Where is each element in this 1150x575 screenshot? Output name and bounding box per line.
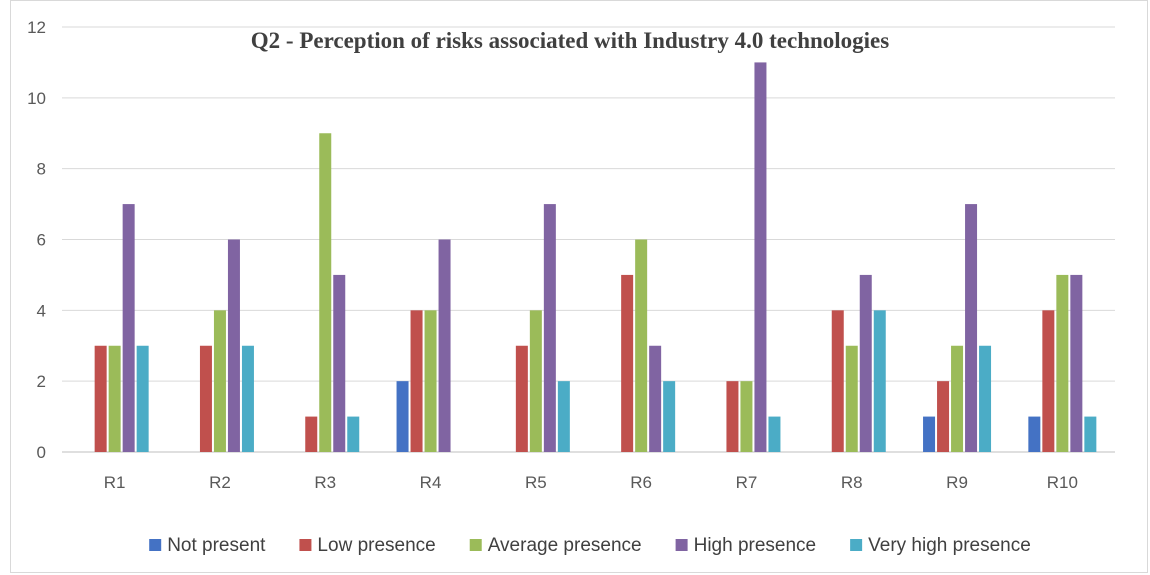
bar-R4-3 [438,239,451,452]
bar-R2-1 [199,345,212,452]
bar-R6-1 [621,274,634,452]
bar-R3-3 [333,274,346,452]
bar-R3-1 [305,416,318,452]
bar-R5-2 [529,310,542,452]
bar-R3-4 [347,416,360,452]
bar-R9-2 [951,345,964,452]
legend-item: Very high presence [850,535,1031,556]
legend-item: High presence [675,535,817,556]
bar-R6-3 [649,345,662,452]
legend: Not present Low presence Average presence H… [149,535,1031,556]
bar-R5-4 [557,381,570,452]
x-tick-label: R2 [209,473,231,492]
y-tick-label: 0 [37,443,46,462]
y-tick-label: 4 [37,301,46,320]
y-tick-label: 8 [37,160,46,179]
bar-R9-1 [937,381,950,452]
bar-R7-1 [726,381,739,452]
bar-R8-2 [845,345,858,452]
bar-R10-4 [1084,416,1097,452]
bar-R9-0 [923,416,936,452]
x-tick-label: R1 [104,473,126,492]
x-tick-label: R4 [420,473,442,492]
bar-R10-2 [1056,274,1069,452]
y-tick-label: 6 [37,231,46,250]
x-tick-label: R10 [1047,473,1078,492]
bar-R9-4 [979,345,992,452]
bar-R3-2 [319,133,332,452]
bar-R10-0 [1028,416,1041,452]
bar-R2-2 [213,310,226,452]
legend-item: Not present [149,535,266,556]
bars [94,62,1097,453]
bar-R2-3 [227,239,240,452]
bar-R1-1 [94,345,107,452]
legend-label: Very high presence [868,535,1031,556]
bar-R5-3 [543,204,556,452]
x-tick-label: R7 [736,473,758,492]
bar-R7-3 [754,62,767,453]
bar-R2-4 [241,345,254,452]
bar-R1-4 [136,345,149,452]
x-axis: R1 R2 R3 R4 R5 R6 R7 R8 R9 R10 [104,473,1078,492]
bar-R8-1 [831,310,844,452]
x-tick-label: R6 [630,473,652,492]
legend-item: Low presence [299,535,436,556]
legend-swatch [675,539,688,551]
chart-title: Q2 - Perception of risks associated with… [251,28,890,53]
legend-label: Low presence [317,535,435,556]
legend-label: High presence [694,535,817,556]
x-tick-label: R5 [525,473,547,492]
x-tick-label: R8 [841,473,863,492]
y-tick-label: 10 [27,89,46,108]
y-tick-label: 12 [27,18,46,37]
bar-R1-3 [122,204,135,452]
bar-R8-3 [859,274,872,452]
bar-R1-2 [108,345,121,452]
bar-R9-3 [965,204,978,452]
x-tick-label: R3 [314,473,336,492]
y-tick-label: 2 [37,372,46,391]
legend-swatch [469,539,482,551]
bar-R6-2 [635,239,648,452]
y-axis: 0 2 4 6 8 10 12 [27,18,46,462]
bar-R4-0 [396,381,409,452]
bar-R4-2 [424,310,437,452]
legend-item: Average presence [469,535,642,556]
legend-label: Not present [167,535,266,556]
bar-R10-3 [1070,274,1083,452]
legend-swatch [149,539,162,551]
bar-R5-1 [515,345,528,452]
legend-label: Average presence [488,535,642,556]
bar-R7-4 [768,416,781,452]
legend-swatch [299,539,312,551]
chart-frame [10,0,1148,573]
legend-swatch [850,539,863,551]
bar-R7-2 [740,381,753,452]
bar-R8-4 [873,310,886,452]
bar-R4-1 [410,310,423,452]
bar-R6-4 [663,381,676,452]
x-tick-label: R9 [946,473,968,492]
bar-R10-1 [1042,310,1055,452]
